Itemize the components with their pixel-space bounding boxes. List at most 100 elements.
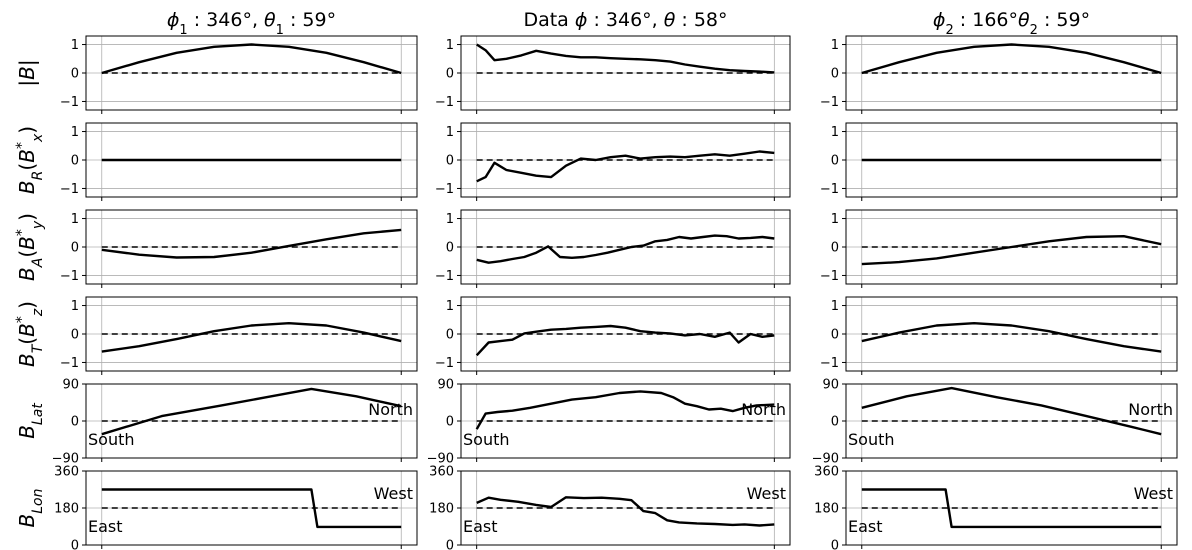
panel-r3-c1: −1 0 1	[60, 209, 418, 288]
series-line	[861, 488, 1162, 529]
y-tick-label: 90	[437, 378, 454, 393]
series-line	[861, 43, 1162, 75]
y-tick-label: 0	[831, 154, 839, 169]
panel-r1-c3: −1 0 1	[820, 35, 1178, 114]
series-line	[476, 496, 775, 527]
column-title-3: ϕ2 : 166°θ2 : 59°	[933, 9, 1090, 38]
y-tick-label: 0	[71, 328, 79, 343]
y-tick-label: 0	[71, 415, 79, 430]
y-tick-label: 180	[429, 502, 454, 517]
y-tick-label: 180	[814, 502, 839, 517]
series-line	[476, 234, 775, 264]
y-tick-label: 0	[831, 241, 839, 256]
annotation-west: West	[1134, 484, 1173, 503]
panel-r6-c1: 0 180 360 West East	[54, 465, 418, 550]
panel-r1-c2: −1 0 1	[435, 35, 791, 114]
series-line	[861, 234, 1162, 266]
y-tick-label: −90	[812, 452, 839, 467]
panel-r6-c3: 0 180 360 West East	[814, 465, 1178, 550]
panel-r3-c3: −1 0 1	[820, 209, 1178, 288]
series-line	[101, 228, 402, 259]
series-line	[101, 43, 402, 75]
series-line	[101, 488, 402, 529]
annotation-south: South	[463, 430, 510, 449]
series-line	[101, 387, 402, 436]
panel-r4-c2: −1 0 1	[435, 296, 791, 375]
annotation-south: South	[848, 430, 895, 449]
y-tick-label: −1	[820, 269, 839, 284]
series-line	[861, 386, 1162, 436]
column-title-2: Data ϕ : 346°, θ : 58°	[523, 9, 727, 31]
panel-r3-c2: −1 0 1	[435, 209, 791, 288]
panel-r5-c3: −90 0 90 North South	[812, 378, 1178, 467]
y-tick-label: 0	[831, 539, 839, 550]
y-tick-label: 0	[446, 328, 454, 343]
annotation-north: North	[741, 400, 786, 419]
y-tick-label: 0	[71, 241, 79, 256]
panel-r4-c3: −1 0 1	[820, 296, 1178, 375]
y-tick-label: 0	[446, 241, 454, 256]
y-tick-label: −1	[60, 182, 79, 197]
series-line	[475, 324, 775, 357]
row-ylabel-1: |B|	[15, 59, 39, 86]
annotation-north: North	[368, 400, 413, 419]
y-tick-label: 0	[446, 415, 454, 430]
y-tick-label: 0	[446, 67, 454, 82]
y-tick-label: 1	[831, 299, 839, 314]
annotation-west: West	[374, 484, 413, 503]
panel-r2-c2: −1 0 1	[435, 122, 791, 201]
y-tick-label: 1	[446, 299, 454, 314]
panel-r2-c3: −1 0 1	[820, 122, 1178, 201]
panel-r5-c2: −90 0 90 North South	[427, 378, 791, 467]
y-tick-label: 0	[446, 154, 454, 169]
y-tick-label: −1	[435, 356, 454, 371]
row-ylabel-6: BLon	[15, 489, 46, 528]
y-tick-label: −1	[60, 356, 79, 371]
panel-r6-c2: 0 180 360 West East	[429, 465, 791, 550]
y-tick-label: 1	[71, 299, 79, 314]
annotation-north: North	[1128, 400, 1173, 419]
y-tick-label: −1	[820, 95, 839, 110]
y-tick-label: 360	[429, 465, 454, 480]
y-tick-label: 1	[71, 212, 79, 227]
y-tick-label: 1	[831, 38, 839, 53]
y-tick-label: −1	[820, 182, 839, 197]
annotation-south: South	[88, 430, 135, 449]
series-line	[476, 150, 775, 183]
y-tick-label: 1	[71, 125, 79, 140]
y-tick-label: 0	[71, 539, 79, 550]
panel-r4-c1: −1 0 1	[60, 296, 418, 375]
y-tick-label: 1	[446, 38, 454, 53]
y-tick-label: 1	[446, 212, 454, 227]
annotation-east: East	[463, 517, 498, 536]
panel-r2-c1: −1 0 1	[60, 122, 418, 201]
y-tick-label: −1	[820, 356, 839, 371]
y-tick-label: −1	[60, 95, 79, 110]
y-tick-label: 0	[831, 415, 839, 430]
y-tick-label: 90	[62, 378, 79, 393]
y-tick-label: 0	[831, 67, 839, 82]
y-tick-label: 1	[831, 212, 839, 227]
y-tick-label: 1	[446, 125, 454, 140]
y-tick-label: 180	[54, 502, 79, 517]
y-tick-label: −1	[435, 182, 454, 197]
y-tick-label: −1	[435, 269, 454, 284]
annotation-west: West	[747, 484, 786, 503]
y-tick-label: 0	[71, 67, 79, 82]
y-tick-label: −90	[427, 452, 454, 467]
row-ylabel-3: BA(B*y)	[14, 213, 46, 281]
y-tick-label: 0	[831, 328, 839, 343]
y-tick-label: 0	[71, 154, 79, 169]
y-tick-label: −1	[60, 269, 79, 284]
annotation-east: East	[848, 517, 883, 536]
y-tick-label: 1	[71, 38, 79, 53]
y-tick-label: 0	[446, 539, 454, 550]
column-title-1: ϕ1 : 346°, θ1 : 59°	[167, 9, 336, 38]
series-line	[476, 43, 775, 74]
panel-r5-c1: −90 0 90 North South	[52, 378, 418, 467]
row-ylabel-4: BT(B*z)	[14, 301, 46, 367]
y-tick-label: 360	[54, 465, 79, 480]
series-line	[475, 390, 775, 430]
y-tick-label: 1	[831, 125, 839, 140]
